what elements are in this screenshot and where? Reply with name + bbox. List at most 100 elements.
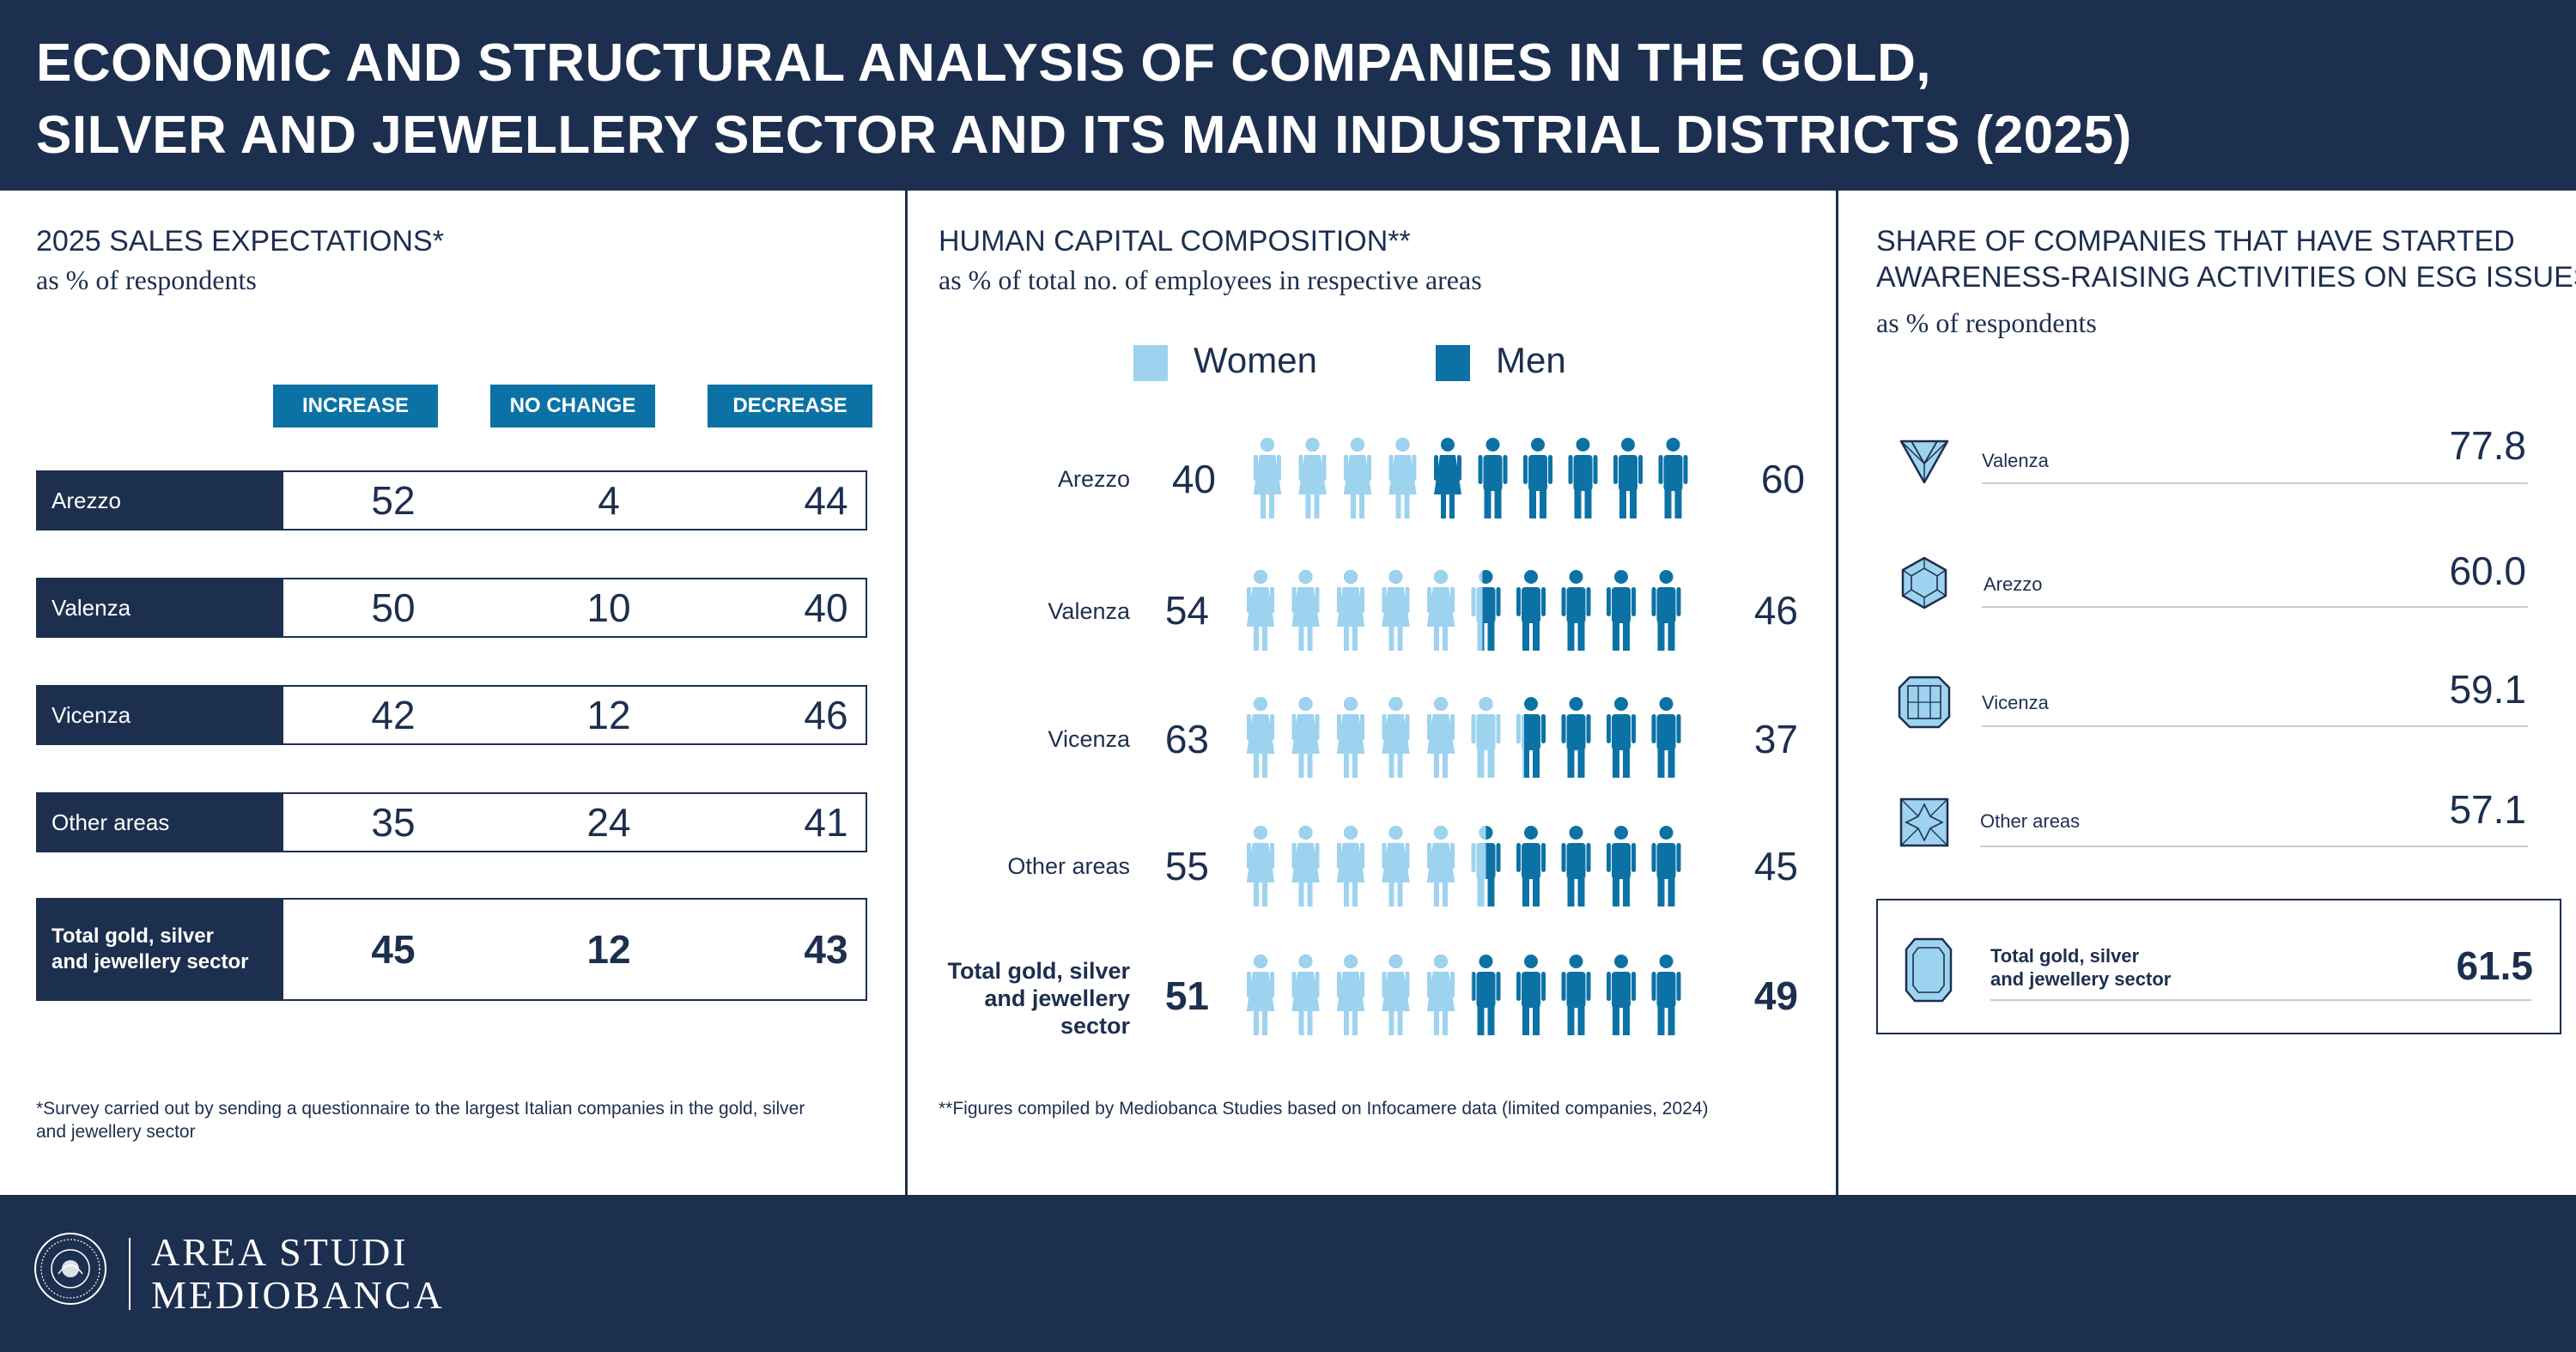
person-icon-total-4 xyxy=(1382,955,1410,1035)
table-row-other-areas: Other areas 35 24 41 xyxy=(36,792,867,852)
person-icon-arezzo-10 xyxy=(1658,438,1688,518)
cell-increase: 50 xyxy=(371,585,416,630)
person-icon-arezzo-9 xyxy=(1613,438,1643,518)
cell-no-change: 4 xyxy=(598,478,620,523)
person-icon-other-areas-4 xyxy=(1382,826,1410,906)
esg-row-rule xyxy=(1982,606,2528,608)
person-icon-vicenza-3 xyxy=(1337,697,1364,778)
person-icon-valenza-4 xyxy=(1382,570,1410,651)
person-icon-vicenza-7 xyxy=(1516,697,1546,778)
table-row-vicenza: Vicenza 42 12 46 xyxy=(36,685,867,745)
esg-value-total: 61.5 xyxy=(2456,943,2533,988)
category-label-total: Total gold, silver and jewellery sector xyxy=(893,957,1130,1040)
women-value-vicenza: 63 xyxy=(1164,717,1209,761)
table-row-arezzo: Arezzo 52 4 44 xyxy=(36,470,867,530)
person-icon-vicenza-9 xyxy=(1607,697,1636,778)
esg-title-line-1: SHARE OF COMPANIES THAT HAVE STARTED xyxy=(1876,225,2515,258)
person-icon-arezzo-4 xyxy=(1388,438,1417,518)
person-icon-other-areas-10 xyxy=(1651,826,1681,906)
row-box xyxy=(283,898,867,1001)
esg-label-total: Total gold, silver and jewellery sector xyxy=(1990,944,2214,991)
esg-label-vicenza: Vicenza xyxy=(1982,692,2049,713)
page-title-line-1: ECONOMIC AND STRUCTURAL ANALYSIS OF COMP… xyxy=(36,33,1932,93)
cell-decrease: 44 xyxy=(804,478,848,523)
esg-row-rule xyxy=(1982,725,2528,727)
sales-footnote: *Survey carried out by sending a questio… xyxy=(36,1099,805,1142)
person-icon-vicenza-5 xyxy=(1427,697,1455,778)
category-label-line-3: sector xyxy=(1060,1013,1130,1039)
women-value-total: 51 xyxy=(1164,973,1209,1018)
gem-icon xyxy=(1905,937,1953,1003)
table-row-total: Total gold, silver and jewellery sector 4… xyxy=(36,898,867,1001)
person-icon-arezzo-2 xyxy=(1298,438,1327,518)
row-box xyxy=(283,578,867,638)
men-value-total: 49 xyxy=(1753,973,1798,1018)
person-icon-valenza-2 xyxy=(1291,570,1320,651)
category-label-vicenza: Vicenza xyxy=(1048,726,1130,752)
row-label: Other areas xyxy=(36,792,283,852)
men-value-other-areas: 45 xyxy=(1753,844,1798,888)
women-value-other-areas: 55 xyxy=(1164,844,1209,888)
row-box xyxy=(283,470,867,530)
person-icon-total-7 xyxy=(1516,955,1546,1035)
logo-text-line-2: MEDIOBANCA xyxy=(151,1273,445,1317)
person-icon-arezzo-7 xyxy=(1523,438,1552,518)
esg-label-arezzo: Arezzo xyxy=(1984,573,2043,595)
esg-row-rule xyxy=(1982,482,2528,484)
row-box xyxy=(283,685,867,745)
cell-no-change: 24 xyxy=(586,800,631,845)
legend-swatch-men xyxy=(1436,345,1470,381)
table-row-valenza: Valenza 50 10 40 xyxy=(36,578,867,638)
women-value-arezzo: 40 xyxy=(1171,457,1216,501)
esg-value-other-areas: 57.1 xyxy=(2449,787,2526,832)
person-icon-valenza-8 xyxy=(1561,570,1591,651)
human-capital-title: HUMAN CAPITAL COMPOSITION** xyxy=(939,225,1411,258)
sales-title: 2025 SALES EXPECTATIONS* xyxy=(36,225,444,258)
legend-swatch-women xyxy=(1133,345,1168,381)
esg-row-rule xyxy=(1980,846,2528,847)
cell-increase: 35 xyxy=(371,800,416,845)
men-value-vicenza: 37 xyxy=(1753,717,1798,761)
diamond-trillion-icon xyxy=(1899,440,1949,484)
panel-divider-right xyxy=(1836,191,1838,1195)
person-icon-other-areas-9 xyxy=(1607,826,1636,906)
esg-title-line-2: AWARENESS-RAISING ACTIVITIES ON ESG ISSU… xyxy=(1876,261,2576,294)
person-icon-vicenza-2 xyxy=(1291,697,1320,778)
header-banner: ECONOMIC AND STRUCTURAL ANALYSIS OF COMP… xyxy=(0,0,2576,191)
cell-increase: 45 xyxy=(371,927,416,972)
logo-text-line-1: AREA STUDI xyxy=(151,1230,409,1274)
person-icon-valenza-1 xyxy=(1247,570,1274,651)
sales-subtitle: as % of respondents xyxy=(36,264,257,295)
footer-banner: AREA STUDI MEDIOBANCA xyxy=(0,1195,2576,1352)
cell-decrease: 43 xyxy=(804,927,848,972)
category-label-valenza: Valenza xyxy=(1048,598,1130,624)
person-icon-arezzo-8 xyxy=(1568,438,1598,518)
person-icon-other-areas-1 xyxy=(1247,826,1274,906)
person-icon-total-10 xyxy=(1651,955,1681,1035)
human-capital-subtitle: as % of total no. of employees in respec… xyxy=(939,264,1482,295)
diamond-star-icon xyxy=(1899,797,1949,847)
person-icon-valenza-9 xyxy=(1607,570,1636,651)
cell-increase: 52 xyxy=(371,478,416,523)
esg-total-box xyxy=(1876,899,2561,1034)
cell-no-change: 12 xyxy=(586,693,631,737)
person-icon-other-areas-7 xyxy=(1516,826,1546,906)
row-label: Vicenza xyxy=(36,685,283,745)
column-header-increase: INCREASE xyxy=(273,385,438,427)
person-icon-valenza-3 xyxy=(1337,570,1364,651)
women-value-valenza: 54 xyxy=(1164,588,1209,633)
row-label: Valenza xyxy=(36,578,283,638)
cell-decrease: 40 xyxy=(804,585,848,630)
cell-increase: 42 xyxy=(371,693,416,737)
category-label-other-areas: Other areas xyxy=(1007,853,1130,879)
person-icon-arezzo-6 xyxy=(1478,438,1508,518)
person-icon-total-1 xyxy=(1247,955,1274,1035)
person-icon-valenza-10 xyxy=(1651,570,1681,651)
category-label-line-1: Total gold, silver xyxy=(947,958,1130,984)
logo-separator xyxy=(129,1238,131,1310)
row-label: Arezzo xyxy=(36,470,283,530)
human-capital-footnote: **Figures compiled by Mediobanca Studies… xyxy=(939,1099,1709,1119)
esg-row-rule xyxy=(1990,999,2531,1001)
esg-total-label-line-1: Total gold, silver xyxy=(1990,945,2140,967)
